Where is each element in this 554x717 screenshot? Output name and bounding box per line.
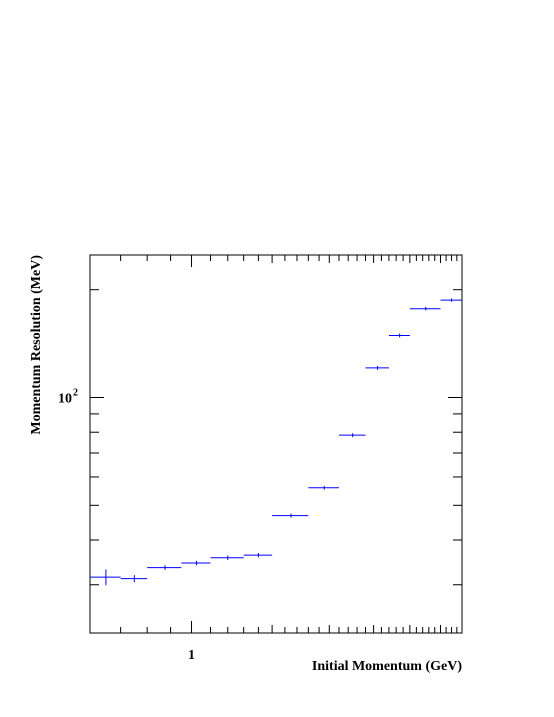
data-point [210, 555, 244, 560]
tick-labels: 1 10 2 [58, 388, 195, 663]
data-point [440, 298, 462, 302]
data-point [243, 552, 273, 558]
data-point [90, 569, 121, 586]
data-point [272, 513, 309, 518]
y-axis-label: Momentum Resolution (MeV) [29, 255, 44, 435]
data-point [308, 485, 339, 490]
data-point [388, 333, 410, 338]
y-tick-label: 10 [58, 392, 72, 407]
axis-ticks [89, 255, 463, 633]
plot-frame [89, 254, 463, 634]
data-point [120, 575, 148, 583]
data-point [147, 565, 182, 570]
data-point [365, 365, 389, 370]
data-points [90, 298, 462, 586]
y-tick-label-exponent: 2 [73, 388, 78, 399]
x-axis-label: Initial Momentum (GeV) [312, 659, 462, 674]
x-tick-label: 1 [188, 648, 195, 663]
data-point [181, 560, 211, 566]
data-point [409, 306, 441, 311]
data-point [338, 433, 366, 438]
